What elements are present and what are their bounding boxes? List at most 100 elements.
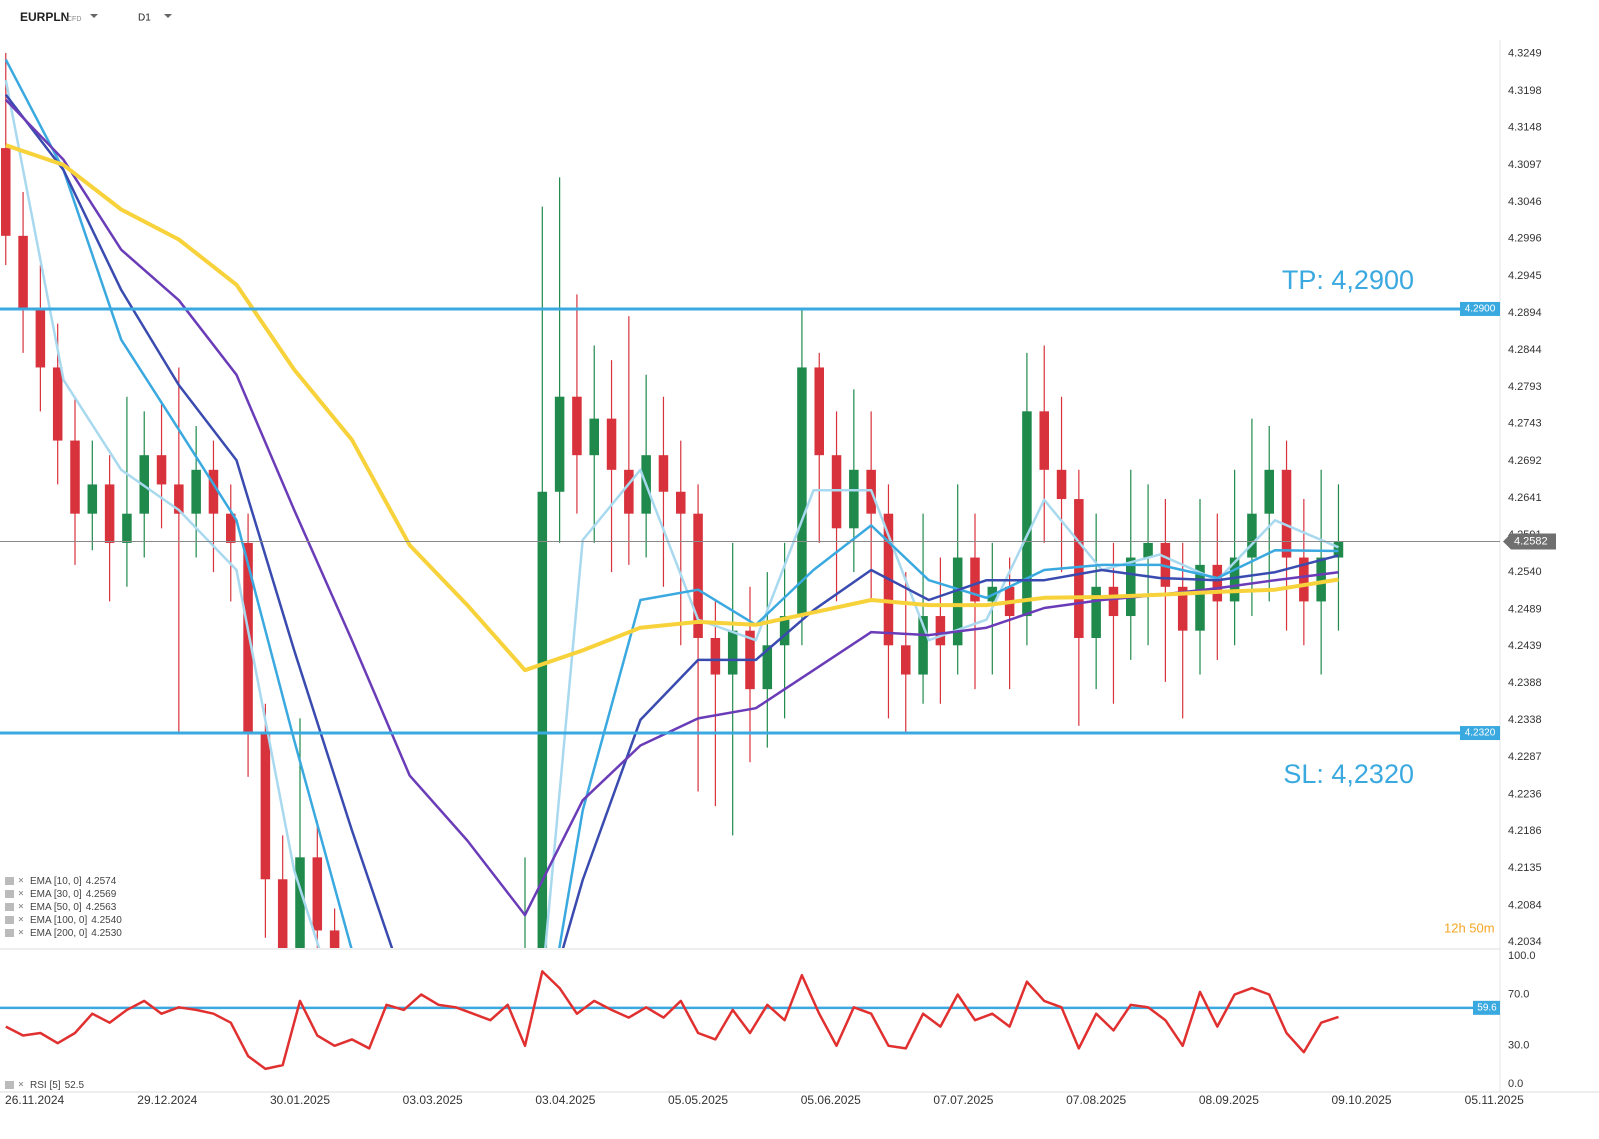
legend-value: 4.2569 <box>86 889 117 900</box>
ema-line <box>5 143 1339 673</box>
candle-body <box>104 484 115 543</box>
candle-body <box>1039 411 1049 470</box>
candle-body <box>87 484 98 514</box>
y-tick-label: 70.0 <box>1508 988 1529 1000</box>
legend-entry: EMA [200, 0] 4.2530 <box>30 928 122 939</box>
x-tick-label: 30.01.2025 <box>270 1093 330 1107</box>
legend-remove: × <box>18 928 24 939</box>
y-tick-label: 4.2540 <box>1508 566 1542 578</box>
candle-body <box>1316 557 1326 602</box>
candle-body <box>1108 586 1119 617</box>
candle-body <box>1143 542 1153 558</box>
legend-value: 4.2530 <box>91 928 122 939</box>
legend-remove: × <box>18 889 24 900</box>
legend-icon <box>5 903 14 911</box>
legend-name: EMA [30, 0] <box>30 889 82 900</box>
y-tick-label: 4.2338 <box>1508 714 1542 726</box>
legend-entry: EMA [100, 0] 4.2540 <box>30 915 122 926</box>
candle-body <box>606 418 617 470</box>
candle-body <box>727 630 738 675</box>
y-tick-label: 4.2945 <box>1508 270 1542 282</box>
candle-body <box>18 235 28 309</box>
candle-body <box>208 469 219 514</box>
candle-body <box>1177 586 1188 631</box>
ema-line <box>4 59 1339 948</box>
x-tick-label: 26.11.2024 <box>5 1093 64 1107</box>
legend-name: RSI [5] <box>30 1080 61 1091</box>
y-tick-label: 4.2439 <box>1508 640 1542 652</box>
x-tick-label: 05.06.2025 <box>801 1093 861 1107</box>
candle-body <box>1195 564 1205 631</box>
level-tag-bg <box>1473 1000 1500 1015</box>
candle-body <box>1247 513 1257 558</box>
y-tick-label: 4.2844 <box>1508 344 1542 356</box>
candle-body <box>174 484 184 514</box>
candle-body <box>693 513 703 638</box>
legend-icon <box>5 890 14 898</box>
legend-value: 4.2563 <box>86 902 117 913</box>
y-tick-label: 4.2692 <box>1508 455 1542 467</box>
candle-body <box>918 616 928 675</box>
legend-entry: EMA [30, 0] 4.2569 <box>30 889 117 900</box>
symbol-dropdown[interactable] <box>90 14 98 18</box>
y-tick-label: 4.2034 <box>1508 936 1542 948</box>
y-tick-label: 4.2793 <box>1508 381 1542 393</box>
y-tick-label: 4.2641 <box>1508 492 1542 504</box>
legend-entry: EMA [10, 0] 4.2574 <box>30 876 117 887</box>
timeframe[interactable]: D1 <box>138 13 151 24</box>
candle-body <box>226 513 236 543</box>
x-tick-label: 29.12.2024 <box>137 1093 197 1107</box>
y-tick-label: 4.3249 <box>1508 48 1542 60</box>
y-tick-label: 4.2894 <box>1508 307 1542 319</box>
ema-line <box>4 93 1339 948</box>
candle-body <box>658 455 669 492</box>
candle-body <box>589 418 599 456</box>
overlay: 4.2034 4.2084 4.2135 4.2186 4.2236 4.2287 4.23… <box>5 48 1556 1107</box>
x-tick-label: 03.04.2025 <box>535 1093 595 1107</box>
candle-body <box>52 367 63 441</box>
x-tick-label: 05.11.2025 <box>1465 1093 1524 1107</box>
rsi-line <box>5 970 1339 1071</box>
candle-body <box>1229 557 1240 602</box>
legend-icon <box>5 877 14 885</box>
y-tick-label: 4.2236 <box>1508 788 1542 800</box>
x-tick-label: 05.05.2025 <box>668 1093 728 1107</box>
y-tick-label: 4.3046 <box>1508 196 1542 208</box>
candle-body <box>243 542 253 734</box>
symbol[interactable]: EURPLN <box>20 10 69 24</box>
candle-body <box>1091 586 1101 638</box>
price-panel <box>0 53 1500 948</box>
x-tick-label: 07.07.2025 <box>933 1093 993 1107</box>
candle-body <box>814 367 824 456</box>
legend-remove: × <box>18 876 24 887</box>
legend-value: 52.5 <box>65 1080 85 1091</box>
candle-body <box>156 455 167 485</box>
ema-line <box>4 79 1339 948</box>
y-tick-label: 4.2084 <box>1508 899 1542 911</box>
candle-body <box>849 469 859 529</box>
legend-entry: EMA [50, 0] 4.2563 <box>30 902 117 913</box>
candle-body <box>779 616 790 646</box>
candle-body <box>970 557 980 602</box>
candle-body <box>676 491 686 514</box>
x-tick-label: 03.03.2025 <box>403 1093 463 1107</box>
candle-body <box>572 396 582 456</box>
candle-body <box>1 148 11 236</box>
candle-timer: 12h 50m <box>1444 920 1495 935</box>
legend-name: EMA [200, 0] <box>30 928 87 939</box>
y-tick-label: 4.2388 <box>1508 677 1542 689</box>
candle-body <box>1299 557 1309 602</box>
candle-body <box>554 396 565 492</box>
legend-name: EMA [50, 0] <box>30 902 82 913</box>
candle-body <box>122 513 132 543</box>
legend-name: EMA [10, 0] <box>30 876 82 887</box>
legend-icon <box>5 929 14 937</box>
candle-body <box>1056 469 1067 500</box>
y-tick-label: 4.2135 <box>1508 862 1542 874</box>
timeframe-dropdown[interactable] <box>164 14 172 18</box>
candle-body <box>1281 469 1292 558</box>
y-tick-label: 30.0 <box>1508 1040 1529 1052</box>
candle-body <box>312 857 323 931</box>
rsi-panel <box>0 970 1500 1071</box>
